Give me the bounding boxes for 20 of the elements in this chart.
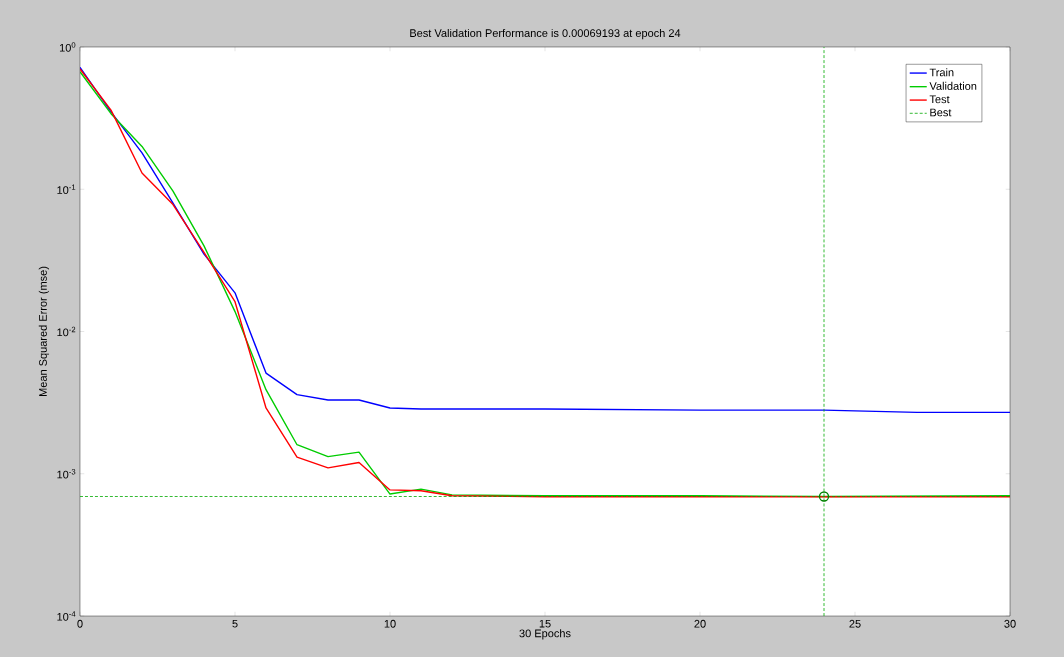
legend-label: Validation: [929, 81, 977, 90]
x-tick-label: 20: [694, 619, 706, 628]
x-tick-label: 5: [232, 619, 238, 628]
x-tick-label: 30: [1004, 619, 1016, 628]
x-tick-label: 25: [849, 619, 861, 628]
line-series: [80, 66, 1011, 414]
legend-label: Train: [929, 68, 954, 77]
y-tick-label: 10$^{-2}$: [57, 326, 76, 337]
legend-label: Test: [929, 95, 950, 104]
chart-title: Best Validation Performance is 0.00069193 at epoch 24: [410, 28, 681, 40]
x-tick-label: 15: [539, 619, 551, 628]
x-axis-title: 30 Epochs: [519, 629, 571, 640]
y-tick-label: 10$^{-3}$: [57, 469, 76, 479]
y-tick-label: 10$^{-1}$: [57, 184, 76, 194]
x-tick-label: 10: [384, 619, 396, 628]
y-tick-label: 10$^{0}$: [59, 42, 76, 52]
y-axis-title: Mean Squared Error (mse): [38, 266, 50, 397]
y-tick-label: 10$^{-4}$: [57, 611, 76, 621]
x-tick-label: 0: [77, 619, 83, 628]
legend-label: Best: [930, 108, 952, 117]
